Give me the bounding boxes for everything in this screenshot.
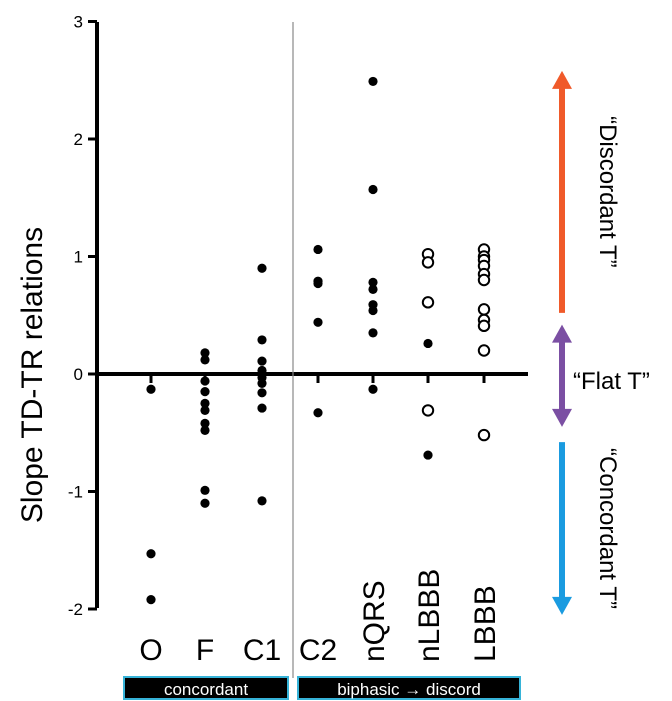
data-point [313, 244, 323, 255]
data-point [313, 278, 323, 289]
category-label: LBBB [469, 585, 502, 662]
group-bar [123, 676, 289, 700]
data-point [146, 549, 156, 559]
data-point [200, 485, 210, 495]
data-point [257, 356, 267, 366]
data-point [257, 378, 267, 388]
category-label: nLBBB [413, 569, 446, 662]
data-point [257, 263, 267, 273]
data-point [368, 384, 378, 394]
data-point [200, 348, 210, 358]
open-data-point [477, 303, 491, 316]
data-point [200, 425, 210, 435]
data-point [257, 496, 267, 506]
y-axis-label: Slope TD-TR relations [16, 227, 49, 523]
open-data-point [421, 404, 435, 417]
y-tick-label: 3 [74, 13, 83, 32]
y-tick-label: -2 [68, 600, 83, 619]
category-label: F [196, 634, 214, 667]
category-label: C2 [299, 634, 337, 667]
data-point [368, 184, 378, 195]
annotations: “Discordant T” “Flat T” “Concordant T” [552, 70, 650, 615]
annotation-label: “Concordant T” [594, 448, 621, 609]
group-bars: concordant biphasic → discord [123, 676, 521, 700]
open-data-point [421, 296, 435, 309]
data-point [200, 418, 210, 428]
data-point [200, 376, 210, 386]
data-point [368, 277, 378, 287]
group-label: concordant [164, 680, 248, 699]
data-point [423, 450, 433, 460]
annotation-label: “Discordant T” [594, 116, 621, 268]
open-data-point [421, 256, 435, 269]
data-point [368, 284, 378, 294]
data-point [257, 365, 267, 376]
annotation-arrow-head-up [552, 70, 572, 89]
data-point [313, 408, 323, 418]
data-point [257, 388, 267, 398]
data-point [200, 405, 210, 416]
data-point [200, 387, 210, 397]
data-point [200, 355, 210, 365]
data-point [146, 384, 156, 394]
open-data-point [477, 344, 491, 357]
group-bar [297, 676, 521, 700]
group-label: biphasic → discord [337, 680, 481, 699]
data-point [313, 317, 323, 327]
category-labels: O F C1 C2 nQRS nLBBB LBBB [139, 569, 502, 667]
data-point [368, 328, 378, 338]
category-label: nQRS [358, 580, 391, 662]
data-points [146, 76, 491, 605]
category-label: C1 [243, 634, 281, 667]
data-point [368, 76, 378, 87]
data-point [423, 338, 433, 349]
data-point [257, 403, 267, 413]
open-data-point [477, 273, 491, 287]
axes [95, 22, 528, 608]
y-tick-label: 1 [74, 248, 83, 267]
annotation-arrow-head-up [552, 324, 572, 343]
data-point [368, 305, 378, 316]
y-ticks: -2 -1 0 1 2 3 [68, 13, 97, 619]
y-tick-label: -1 [68, 483, 83, 502]
y-tick-label: 2 [74, 130, 83, 149]
annotation-arrow-head-down [552, 408, 572, 427]
data-point [200, 498, 210, 508]
y-tick-label: 0 [74, 365, 83, 384]
annotation-label: “Flat T” [573, 368, 650, 395]
data-point [146, 595, 156, 605]
open-data-point [477, 428, 491, 442]
data-point [257, 335, 267, 345]
category-label: O [139, 634, 162, 667]
annotation-arrow-head-down [552, 596, 572, 615]
open-data-point [477, 319, 491, 333]
data-point [200, 398, 210, 408]
